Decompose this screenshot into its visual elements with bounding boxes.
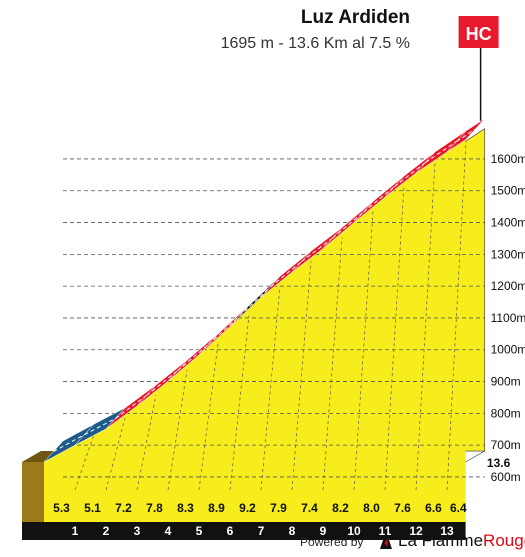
km-tick-label: 13.6 xyxy=(487,456,511,470)
km-gridline xyxy=(260,286,281,491)
altitude-tick-label: 900m xyxy=(491,375,521,389)
altitude-tick-label: 1600m xyxy=(491,152,525,166)
road-segment xyxy=(446,118,485,153)
gradient-label: 6.6 xyxy=(425,501,442,515)
category-label: HC xyxy=(466,24,492,44)
altitude-tick-label: 1500m xyxy=(491,184,525,198)
road-centerline xyxy=(456,128,476,142)
km-tick-label: 11 xyxy=(379,524,392,538)
km-gridline xyxy=(291,261,312,491)
km-gridline xyxy=(136,394,157,491)
altitude-tick-label: 1300m xyxy=(491,247,525,261)
ground-left-face xyxy=(22,462,44,522)
gradient-label: 8.2 xyxy=(332,501,349,515)
la-flamme-rouge-logo-icon xyxy=(380,531,392,549)
km-gridline xyxy=(446,140,467,491)
km-gridline xyxy=(384,186,405,491)
altitude-tick-label: 1400m xyxy=(491,216,525,230)
km-tick-label: 7 xyxy=(258,524,265,538)
km-tick-label: 8 xyxy=(289,524,296,538)
km-gridline xyxy=(322,237,343,491)
km-gridline xyxy=(74,434,95,491)
km-tick-label: 3 xyxy=(134,524,141,538)
km-tick-label: 10 xyxy=(347,524,361,538)
gradient-label: 7.8 xyxy=(146,501,163,515)
powered-by-text: Powered by xyxy=(300,535,364,549)
km-tick-label: 4 xyxy=(165,524,172,538)
brand-rouge: Rouge xyxy=(483,531,525,550)
gradient-label: 7.6 xyxy=(394,501,411,515)
km-tick-label: 6 xyxy=(227,524,234,538)
km-tick-label: 5 xyxy=(196,524,203,538)
gradient-label: 8.3 xyxy=(177,501,194,515)
km-gridline xyxy=(415,161,436,491)
brand-la: La xyxy=(398,531,422,550)
km-tick-label: 12 xyxy=(409,524,423,538)
category-flag xyxy=(458,16,499,48)
altitude-tick-label: 1000m xyxy=(491,343,525,357)
km-axis-band xyxy=(22,522,466,540)
altitude-tick-label: 1100m xyxy=(491,311,525,325)
gradient-label: 8.9 xyxy=(208,501,225,515)
gradient-label: 5.3 xyxy=(53,501,70,515)
altitude-tick-label: 700m xyxy=(491,438,521,452)
gradient-label: 5.1 xyxy=(84,501,101,515)
footer: Powered by La FlammeRouge xyxy=(300,531,525,550)
km-gridline xyxy=(198,343,219,491)
altitude-tick-label: 600m xyxy=(491,470,521,484)
gradient-label: 8.0 xyxy=(363,501,380,515)
climb-subtitle: 1695 m - 13.6 Km al 7.5 % xyxy=(220,35,410,52)
altitude-tick-label: 800m xyxy=(491,406,521,420)
gradient-label: 7.2 xyxy=(115,501,132,515)
climb-title: Luz Ardiden xyxy=(300,7,410,28)
gradient-label: 7.9 xyxy=(270,501,287,515)
km-tick-label: 1 xyxy=(72,524,79,538)
gradient-label: 9.2 xyxy=(239,501,256,515)
km-tick-label: 9 xyxy=(320,524,327,538)
gradient-label: 7.4 xyxy=(301,501,318,515)
km-tick-label: 2 xyxy=(103,524,110,538)
km-gridline xyxy=(167,370,188,491)
km-tick-label: 13 xyxy=(440,524,454,538)
brand-flamme: Flamme xyxy=(421,531,484,550)
km-gridline xyxy=(105,417,126,491)
road-centerline xyxy=(84,417,116,436)
road-centerline xyxy=(53,434,85,452)
road-centerline xyxy=(239,286,271,317)
gradient-label: 6.4 xyxy=(450,501,467,515)
km-gridline xyxy=(353,211,374,491)
altitude-tick-label: 1200m xyxy=(491,279,525,293)
km-gridline xyxy=(229,315,250,491)
road-centerline xyxy=(425,141,457,163)
la-flamme-rouge-brand: La FlammeRouge xyxy=(398,531,525,551)
